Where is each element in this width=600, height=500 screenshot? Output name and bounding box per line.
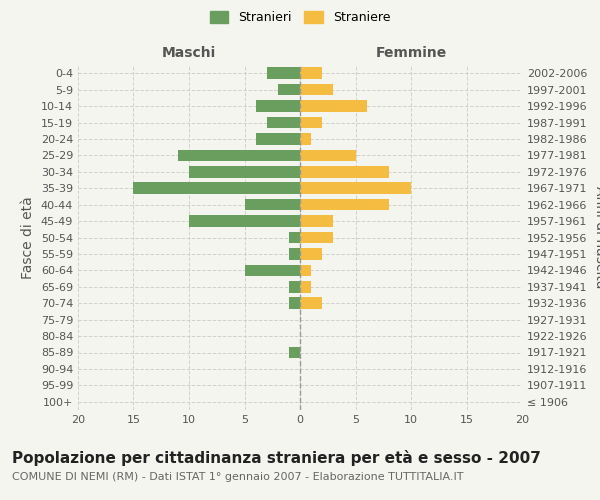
Bar <box>300 133 311 144</box>
Bar <box>300 117 322 128</box>
Bar <box>300 216 334 227</box>
Bar <box>178 150 300 161</box>
Bar <box>300 248 322 260</box>
Bar <box>289 248 300 260</box>
Bar <box>300 281 311 292</box>
Bar <box>289 298 300 309</box>
Bar <box>267 68 300 79</box>
Bar <box>300 166 389 177</box>
Bar <box>245 199 300 210</box>
Bar <box>289 232 300 243</box>
Text: Femmine: Femmine <box>376 46 446 60</box>
Bar <box>278 84 300 96</box>
Bar <box>289 281 300 292</box>
Bar <box>300 182 411 194</box>
Bar <box>189 216 300 227</box>
Y-axis label: Anni di nascita: Anni di nascita <box>593 186 600 289</box>
Text: Popolazione per cittadinanza straniera per età e sesso - 2007: Popolazione per cittadinanza straniera p… <box>12 450 541 466</box>
Bar <box>300 100 367 112</box>
Bar <box>300 264 311 276</box>
Bar <box>300 150 356 161</box>
Bar <box>300 84 334 96</box>
Bar <box>300 298 322 309</box>
Y-axis label: Fasce di età: Fasce di età <box>21 196 35 279</box>
Bar <box>289 347 300 358</box>
Legend: Stranieri, Straniere: Stranieri, Straniere <box>205 6 395 29</box>
Bar <box>245 264 300 276</box>
Bar <box>133 182 300 194</box>
Bar <box>256 133 300 144</box>
Text: Maschi: Maschi <box>162 46 216 60</box>
Bar <box>256 100 300 112</box>
Bar <box>300 68 322 79</box>
Bar <box>189 166 300 177</box>
Bar <box>300 232 334 243</box>
Bar <box>300 199 389 210</box>
Text: COMUNE DI NEMI (RM) - Dati ISTAT 1° gennaio 2007 - Elaborazione TUTTITALIA.IT: COMUNE DI NEMI (RM) - Dati ISTAT 1° genn… <box>12 472 464 482</box>
Bar <box>267 117 300 128</box>
